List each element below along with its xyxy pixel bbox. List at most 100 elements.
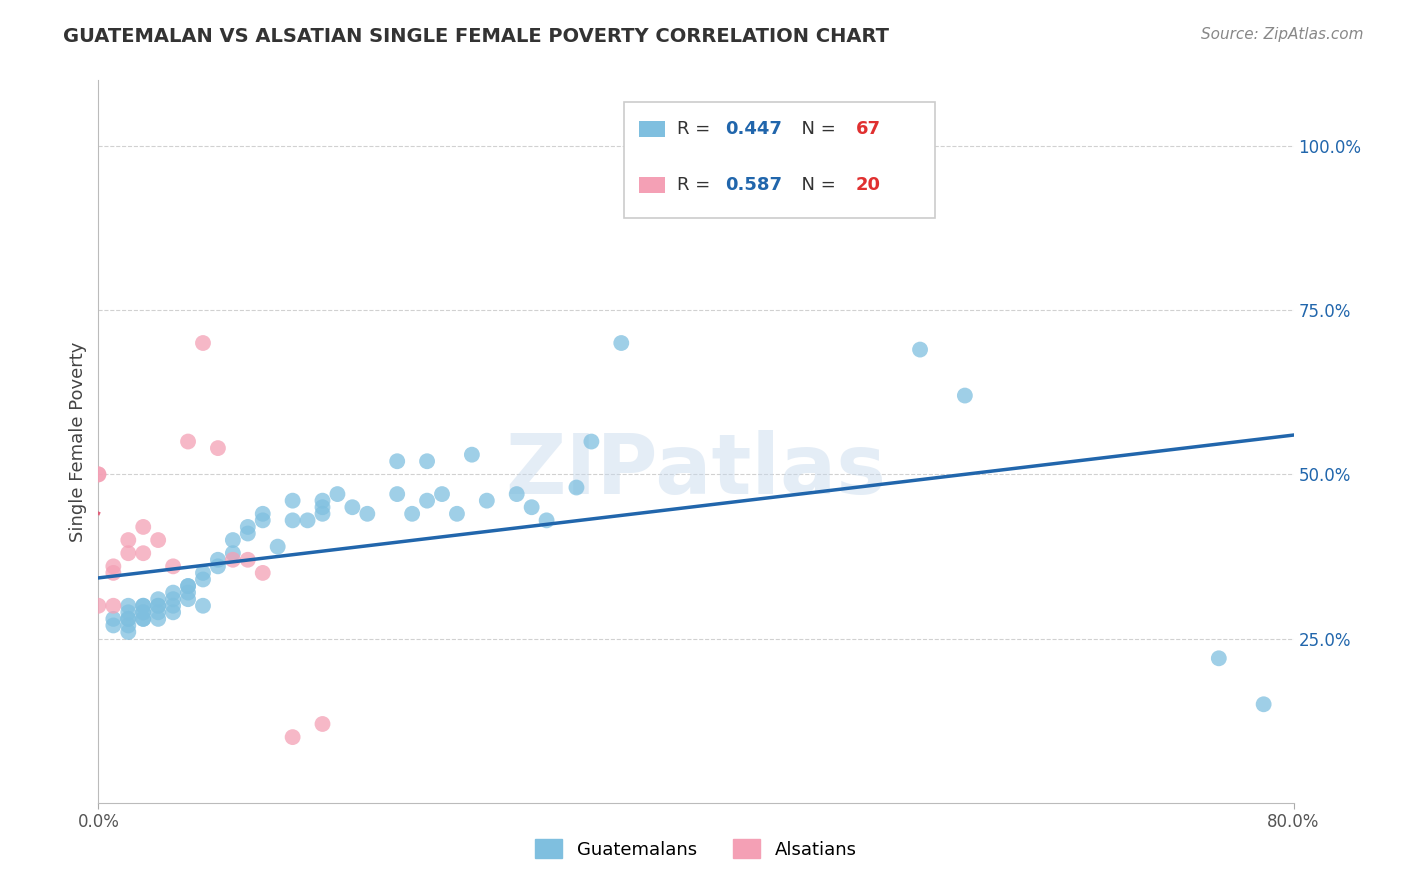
- Point: [162, 605, 184, 619]
- Point: [103, 566, 125, 580]
- Point: [311, 500, 333, 515]
- Point: [207, 441, 229, 455]
- Point: [207, 553, 229, 567]
- Point: [506, 487, 529, 501]
- Text: Source: ZipAtlas.com: Source: ZipAtlas.com: [1201, 27, 1364, 42]
- FancyBboxPatch shape: [624, 102, 935, 218]
- Point: [132, 612, 155, 626]
- Point: [177, 579, 200, 593]
- Legend: Guatemalans, Alsatians: Guatemalans, Alsatians: [529, 832, 863, 866]
- Text: R =: R =: [676, 120, 716, 138]
- Point: [908, 343, 931, 357]
- Text: R =: R =: [676, 176, 716, 194]
- Point: [356, 507, 378, 521]
- Point: [475, 493, 498, 508]
- Point: [148, 533, 170, 547]
- Point: [520, 500, 543, 515]
- Point: [565, 481, 588, 495]
- Point: [446, 507, 468, 521]
- Point: [385, 487, 409, 501]
- Point: [162, 592, 184, 607]
- Point: [207, 559, 229, 574]
- Point: [311, 507, 333, 521]
- Point: [148, 599, 170, 613]
- Point: [1208, 651, 1230, 665]
- Point: [252, 513, 274, 527]
- Text: ZIPatlas: ZIPatlas: [506, 430, 886, 511]
- Point: [581, 434, 603, 449]
- Point: [132, 612, 155, 626]
- Point: [117, 599, 139, 613]
- Point: [191, 573, 214, 587]
- Point: [148, 599, 170, 613]
- Point: [132, 605, 155, 619]
- FancyBboxPatch shape: [638, 178, 665, 193]
- Point: [117, 618, 139, 632]
- Point: [297, 513, 319, 527]
- Point: [252, 566, 274, 580]
- Text: 67: 67: [856, 120, 882, 138]
- Text: 0.587: 0.587: [724, 176, 782, 194]
- Point: [311, 493, 333, 508]
- Point: [610, 336, 633, 351]
- Point: [236, 553, 259, 567]
- Point: [461, 448, 484, 462]
- Point: [103, 612, 125, 626]
- Point: [132, 546, 155, 560]
- Point: [87, 599, 110, 613]
- Point: [103, 618, 125, 632]
- Point: [953, 388, 976, 402]
- Point: [148, 592, 170, 607]
- Point: [281, 493, 304, 508]
- Point: [401, 507, 423, 521]
- Point: [536, 513, 558, 527]
- Text: 0.447: 0.447: [724, 120, 782, 138]
- Point: [148, 605, 170, 619]
- Point: [87, 467, 110, 482]
- Point: [385, 454, 409, 468]
- Point: [162, 585, 184, 599]
- Point: [132, 599, 155, 613]
- Point: [191, 336, 214, 351]
- Point: [281, 730, 304, 744]
- Point: [117, 625, 139, 640]
- Point: [177, 585, 200, 599]
- Text: N =: N =: [790, 120, 842, 138]
- Point: [191, 599, 214, 613]
- Text: 20: 20: [856, 176, 882, 194]
- Y-axis label: Single Female Poverty: Single Female Poverty: [69, 342, 87, 541]
- Point: [117, 605, 139, 619]
- Point: [103, 599, 125, 613]
- Point: [87, 467, 110, 482]
- Point: [103, 559, 125, 574]
- Point: [326, 487, 349, 501]
- Point: [267, 540, 290, 554]
- Point: [281, 513, 304, 527]
- Point: [252, 507, 274, 521]
- FancyBboxPatch shape: [638, 121, 665, 137]
- Point: [162, 599, 184, 613]
- Point: [416, 493, 439, 508]
- Point: [222, 546, 245, 560]
- Point: [430, 487, 453, 501]
- Point: [311, 717, 333, 731]
- Point: [416, 454, 439, 468]
- Point: [162, 559, 184, 574]
- Point: [236, 520, 259, 534]
- Point: [177, 434, 200, 449]
- Point: [132, 605, 155, 619]
- Point: [236, 526, 259, 541]
- Point: [177, 579, 200, 593]
- Point: [1253, 698, 1275, 712]
- Point: [132, 520, 155, 534]
- Point: [117, 612, 139, 626]
- Point: [177, 592, 200, 607]
- Point: [191, 566, 214, 580]
- Point: [222, 533, 245, 547]
- Point: [342, 500, 364, 515]
- Point: [132, 599, 155, 613]
- Text: GUATEMALAN VS ALSATIAN SINGLE FEMALE POVERTY CORRELATION CHART: GUATEMALAN VS ALSATIAN SINGLE FEMALE POV…: [63, 27, 889, 45]
- Point: [117, 546, 139, 560]
- Point: [222, 553, 245, 567]
- Point: [117, 533, 139, 547]
